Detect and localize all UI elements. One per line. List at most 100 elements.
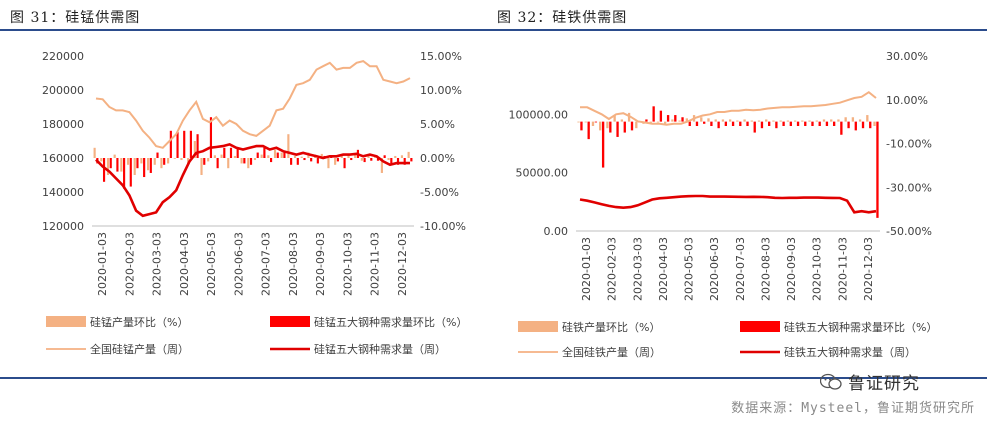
fe-demand-pct-bar <box>818 121 821 126</box>
fe-demand-pct-bar <box>645 119 648 122</box>
fe-demand-pct-bar <box>753 121 756 133</box>
mn-production-pct-bar <box>106 158 110 175</box>
mn-left-tick: 140000 <box>42 186 84 199</box>
mn-production-pct-bar <box>240 158 243 164</box>
fe-demand-pct-bar <box>587 121 590 140</box>
mn-demand-pct-bar <box>116 158 119 172</box>
fe-production-pct-bar <box>765 119 768 122</box>
fe-production-pct-bar <box>671 119 674 122</box>
mn-left-tick: 220000 <box>42 50 84 63</box>
fe-demand-pct-bar <box>876 121 879 218</box>
mn-production-pct-bar <box>327 158 330 169</box>
fe-x-tick: 2020-04-03 <box>657 237 670 301</box>
fe-x-tick: 2020-05-03 <box>683 237 696 301</box>
fe-demand-pct-bar <box>609 121 612 133</box>
mn-production-pct-bar <box>113 154 116 158</box>
mn-production-pct-bar <box>347 153 350 158</box>
fe-legend-label-0: 硅铁产量环比（%） <box>562 320 660 334</box>
mn-production-pct-bar <box>340 154 343 158</box>
mn-demand-pct-bar <box>256 152 259 158</box>
mn-demand-pct-bar <box>310 158 313 162</box>
fe-demand-pct-bar <box>688 121 691 126</box>
mn-production-pct-bar <box>320 153 323 158</box>
mn-production-pct-bar <box>140 158 143 164</box>
mn-x-tick: 2020-11-03 <box>369 232 382 296</box>
mn-production-pct-bar <box>267 155 270 158</box>
fe-demand-pct-bar <box>724 121 728 126</box>
fe-demand-pct-bar <box>739 121 742 126</box>
mn-production-pct-bar <box>180 158 183 161</box>
mn-production-pct-bar <box>147 158 150 171</box>
fe-left-tick: 50000.00 <box>516 167 569 180</box>
fe-demand-pct-bar <box>832 121 836 126</box>
fe-production-pct-bar <box>772 120 775 122</box>
mn-demand-pct-bar <box>263 147 266 158</box>
fe-x-tick: 2020-02-03 <box>606 237 619 301</box>
fe-left-tick: 100000.00 <box>509 108 569 121</box>
mn-demand-pct-bar <box>149 158 152 173</box>
mn-demand-pct-bar <box>383 155 386 158</box>
mn-demand-pct-bar <box>410 158 413 162</box>
fe-production-pct-bar <box>873 121 876 126</box>
mn-production-pct-bar <box>153 158 156 165</box>
mn-demand-pct-bar <box>136 158 139 169</box>
mn-legend-label-1: 硅锰五大钢种需求量环比（%） <box>314 315 467 329</box>
mn-demand-line <box>95 143 410 218</box>
mn-production-pct-bar <box>93 147 96 158</box>
fe-demand-line <box>579 194 877 214</box>
mn-demand-pct-bar <box>109 158 112 169</box>
fe-right-tick: -30.00% <box>886 181 932 194</box>
fe-x-tick: 2020-08-03 <box>759 237 772 301</box>
mn-production-pct-bar <box>126 158 130 165</box>
mn-demand-pct-bar <box>129 158 132 187</box>
mn-left-tick: 120000 <box>42 220 84 233</box>
mn-x-tick: 2020-12-03 <box>396 232 409 296</box>
fe-legend-swatch-1 <box>740 321 780 332</box>
fe-production-pct-bar <box>844 117 847 122</box>
fe-demand-pct-bar <box>746 121 749 126</box>
mn-demand-pct-bar <box>396 158 400 165</box>
fe-production-pct-bar <box>635 121 638 129</box>
mn-production-line <box>95 60 411 149</box>
mn-x-tick: 2020-03-03 <box>151 232 164 296</box>
mn-demand-pct-bar <box>390 158 393 164</box>
mn-production-pct-bar <box>273 149 277 158</box>
fe-demand-pct-bar <box>854 121 857 131</box>
silicomanganese-chart: 120000 140000 160000 180000 200000 220000 -10.… <box>42 50 467 356</box>
mn-legend-label-2: 全国硅锰产量（周） <box>90 342 189 356</box>
fe-demand-pct-bar <box>840 121 843 135</box>
mn-production-pct-bar <box>360 158 363 161</box>
fe-production-pct-bar <box>577 121 580 123</box>
mn-x-tick: 2020-09-03 <box>314 232 327 296</box>
fe-x-tick: 2020-12-03 <box>862 237 875 301</box>
mn-legend-swatch-1 <box>270 316 310 327</box>
fe-demand-pct-bar <box>811 121 814 126</box>
mn-production-pct-bar <box>160 158 163 169</box>
fe-demand-pct-bar <box>861 121 865 129</box>
fe-production-pct-bar <box>678 120 681 122</box>
mn-demand-pct-bar <box>303 158 306 161</box>
figure-32-title: 图 32：硅铁供需图 <box>497 10 628 26</box>
fe-demand-pct-bar <box>789 121 792 126</box>
fe-production-pct-bar <box>599 121 602 131</box>
mn-legend-swatch-0 <box>46 316 86 327</box>
fe-demand-pct-bar <box>825 121 829 126</box>
fe-x-tick: 2020-10-03 <box>811 237 824 301</box>
mn-right-tick: -5.00% <box>420 186 459 199</box>
fe-demand-pct-bar <box>580 121 583 131</box>
fe-x-tick: 2020-03-03 <box>631 237 644 301</box>
mn-production-pct-bar <box>407 151 410 158</box>
mn-x-tick: 2020-04-03 <box>178 232 191 296</box>
mn-production-pct-bar <box>300 156 303 158</box>
fe-production-pct-bar <box>750 120 753 122</box>
mn-demand-pct-bar <box>163 158 166 165</box>
mn-right-tick: 10.00% <box>420 84 462 97</box>
mn-right-tick: 0.00% <box>420 152 455 165</box>
fe-demand-pct-bar <box>796 121 800 126</box>
mn-demand-pct-bar <box>296 158 299 165</box>
mn-production-pct-bar <box>287 134 290 158</box>
fe-production-pct-bar <box>685 118 688 122</box>
mn-production-pct-bar <box>400 155 404 158</box>
fe-right-tick: -50.00% <box>886 225 932 238</box>
mn-demand-pct-bar <box>216 158 219 169</box>
